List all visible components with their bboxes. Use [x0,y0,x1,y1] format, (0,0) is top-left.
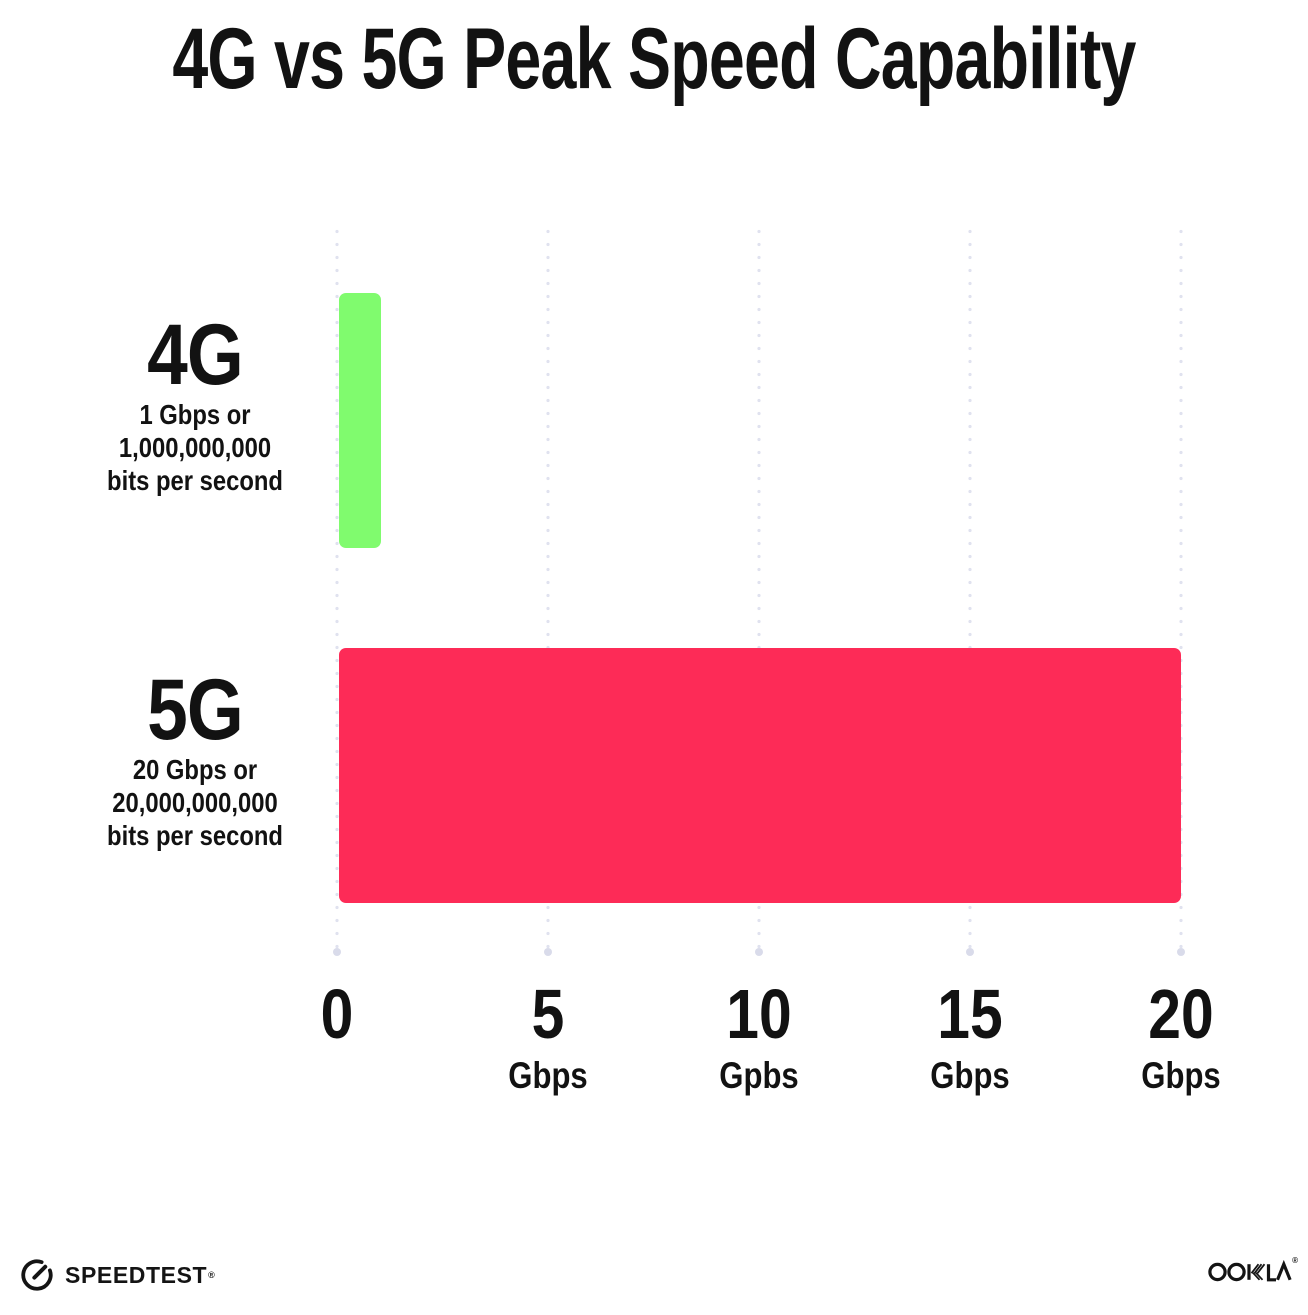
speedtest-gauge-icon [18,1256,56,1294]
x-tick-20: 20 Gbps [1080,975,1282,1096]
category-sub-4g-line3: bits per second [107,465,283,496]
x-tick-10-value: 10 [726,975,792,1053]
category-sub-4g-line1: 1 Gbps or [139,399,251,430]
x-tick-5-unit: Gbps [508,1055,588,1096]
speedtest-logo: SPEEDTEST ® [18,1254,215,1296]
x-tick-10-unit: Gpbs [719,1055,799,1096]
bar-5g [339,648,1181,903]
ookla-trademark: ® [1292,1256,1298,1265]
speedtest-trademark: ® [208,1270,215,1280]
x-tick-15-unit: Gbps [930,1055,1010,1096]
gridline-20 [1177,225,1185,956]
category-name-5g: 5G [147,662,244,758]
bar-4g [339,293,381,548]
x-tick-0-value: 0 [320,975,354,1053]
x-tick-15-value: 15 [937,975,1003,1053]
category-sub-4g-line2: 1,000,000,000 [118,432,272,463]
gridline-15 [966,225,974,956]
x-tick-20-value: 20 [1148,975,1214,1053]
x-tick-5: 5 Gbps [447,975,649,1096]
x-tick-0: 0 [236,978,438,1059]
category-label-4g: 4G 1 Gbps or 1,000,000,000 bits per seco… [55,312,336,497]
x-tick-20-unit: Gbps [1141,1055,1221,1096]
speedtest-wordmark: SPEEDTEST [65,1261,208,1288]
category-sub-5g-line3: bits per second [107,820,283,851]
category-sub-5g-line1: 20 Gbps or [132,754,258,785]
ookla-logo: ® [1208,1256,1298,1288]
gridline-0 [333,225,341,956]
x-tick-10: 10 Gpbs [658,975,860,1096]
x-tick-5-value: 5 [531,975,565,1053]
category-label-5g: 5G 20 Gbps or 20,000,000,000 bits per se… [55,667,336,852]
chart-title: 4G vs 5G Peak Speed Capability [172,11,1136,107]
gridline-5 [544,225,552,956]
category-sub-5g-line2: 20,000,000,000 [112,787,278,818]
ookla-wordmark-icon [1208,1256,1292,1288]
category-name-4g: 4G [147,307,244,403]
gridline-10 [755,225,763,956]
x-tick-15: 15 Gbps [869,975,1071,1096]
